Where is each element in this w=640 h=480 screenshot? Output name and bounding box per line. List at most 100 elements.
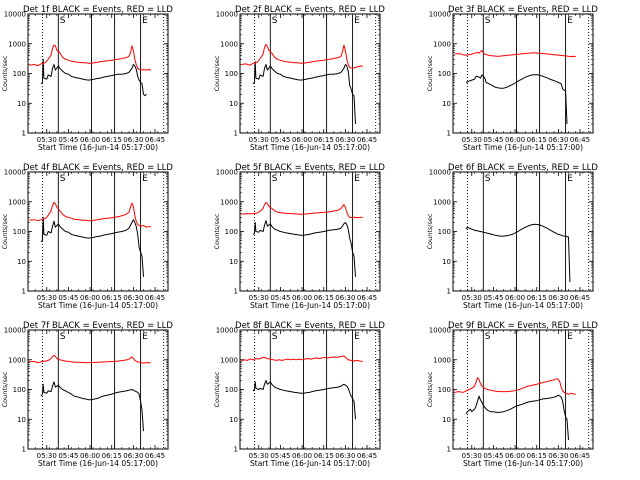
x-tick-label: 05:45 [58,136,78,144]
y-tick-label: 10 [442,416,451,424]
y-axis-label: Counts/sec [1,55,9,91]
x-tick-label: 05:30 [249,452,269,460]
plot-frame [27,13,169,134]
event-marker-label: E [354,16,360,26]
y-tick-label: 100 [225,70,238,78]
x-tick-label: 06:30 [335,452,355,460]
y-tick-label: 1 [22,446,26,454]
y-tick-label: 10 [229,258,238,266]
event-marker-label: E [567,332,573,342]
panel-title: Det 1f BLACK = Events, RED = LLD [23,5,173,15]
events-series-line [40,58,147,97]
x-tick-label: 06:45 [570,136,590,144]
x-tick-label: 06:30 [123,452,143,460]
lld-series-line [29,201,151,228]
x-tick-label: 06:00 [80,136,100,144]
x-tick-label: 05:30 [462,452,482,460]
x-tick-label: 06:15 [314,136,334,144]
y-tick-label: 100 [438,70,451,78]
y-tick-label: 1000 [220,356,238,364]
y-tick-label: 100 [225,228,238,236]
y-tick-label: 10000 [216,11,238,19]
detector-panel: Det 5f BLACK = Events, RED = LLD 1 10 100 10… [213,163,385,310]
x-tick-label: 06:00 [292,136,312,144]
y-tick-label: 1000 [8,198,26,206]
x-tick-label: 06:45 [357,452,377,460]
x-tick-label: 06:30 [123,294,143,302]
event-marker-label: S [60,16,66,26]
x-tick-label: 05:30 [462,136,482,144]
events-series-line [40,216,144,277]
y-tick-label: 1000 [220,40,238,48]
y-tick-label: 100 [438,228,451,236]
x-tick-label: 05:30 [462,294,482,302]
lld-series-line [29,354,151,364]
x-tick-label: 06:30 [335,136,355,144]
x-axis-label: Start Time (16-Jun-14 05:17:00) [250,143,370,152]
panel-title: Det 5f BLACK = Events, RED = LLD [235,163,385,173]
y-tick-label: 100 [13,70,26,78]
event-marker-label: E [142,174,148,184]
y-tick-label: 100 [13,386,26,394]
detector-panel: Det 2f BLACK = Events, RED = LLD 1 10 100 10… [213,5,385,152]
detector-panel: Det 7f BLACK = Events, RED = LLD 1 10 100 10… [1,321,173,468]
events-series-line [252,61,356,125]
event-marker-label: S [60,332,66,342]
y-tick-label: 1000 [433,40,451,48]
x-tick-label: 06:15 [527,136,547,144]
lld-series-line [241,43,363,69]
y-axis-label: Counts/sec [213,213,221,249]
plot-frame [452,171,594,292]
event-marker-label: E [567,174,573,184]
y-tick-label: 1 [234,288,238,296]
y-tick-label: 1 [234,130,238,138]
x-tick-label: 05:45 [58,294,78,302]
detector-panel: Det 9f BLACK = Events, RED = LLD 1 10 100 10… [426,321,598,468]
event-marker-label: E [354,174,360,184]
x-tick-label: 06:15 [102,136,122,144]
y-tick-label: 10000 [429,11,451,19]
x-tick-label: 06:00 [292,452,312,460]
event-marker-label: E [142,332,148,342]
y-tick-label: 10 [17,100,26,108]
y-tick-label: 1 [447,130,451,138]
x-axis-label: Start Time (16-Jun-14 05:17:00) [38,459,158,468]
y-axis-label: Counts/sec [213,55,221,91]
y-tick-label: 100 [225,386,238,394]
detector-panel: Det 3f BLACK = Events, RED = LLD 1 10 100 10… [426,5,598,152]
event-marker-label: E [142,16,148,26]
x-tick-label: 06:15 [527,294,547,302]
x-tick-label: 06:30 [548,294,568,302]
x-tick-label: 06:30 [335,294,355,302]
x-tick-label: 06:45 [145,294,165,302]
plot-frame [239,329,381,450]
event-marker-label: S [485,16,491,26]
x-axis-label: Start Time (16-Jun-14 05:17:00) [250,301,370,310]
x-tick-label: 06:00 [292,294,312,302]
x-tick-label: 05:45 [483,136,503,144]
x-tick-label: 06:15 [102,294,122,302]
x-tick-label: 06:15 [527,452,547,460]
x-tick-label: 06:30 [548,136,568,144]
lld-series-line [454,49,576,58]
events-series-line [465,74,568,125]
lld-series-line [241,201,363,219]
events-series-line [465,394,569,441]
y-tick-label: 1000 [8,356,26,364]
x-tick-label: 06:30 [548,452,568,460]
y-tick-label: 1 [22,130,26,138]
y-tick-label: 10000 [4,11,26,19]
x-tick-label: 05:45 [58,452,78,460]
event-marker-label: S [485,174,491,184]
panel-title: Det 8f BLACK = Events, RED = LLD [235,321,385,331]
panel-title: Det 4f BLACK = Events, RED = LLD [23,163,173,173]
plot-frame [27,329,169,450]
event-marker-label: S [485,332,491,342]
y-tick-label: 100 [13,228,26,236]
x-tick-label: 06:45 [570,452,590,460]
panel-title: Det 2f BLACK = Events, RED = LLD [235,5,385,15]
y-axis-label: Counts/sec [1,213,9,249]
y-tick-label: 1 [447,446,451,454]
y-axis-label: Counts/sec [1,371,9,407]
